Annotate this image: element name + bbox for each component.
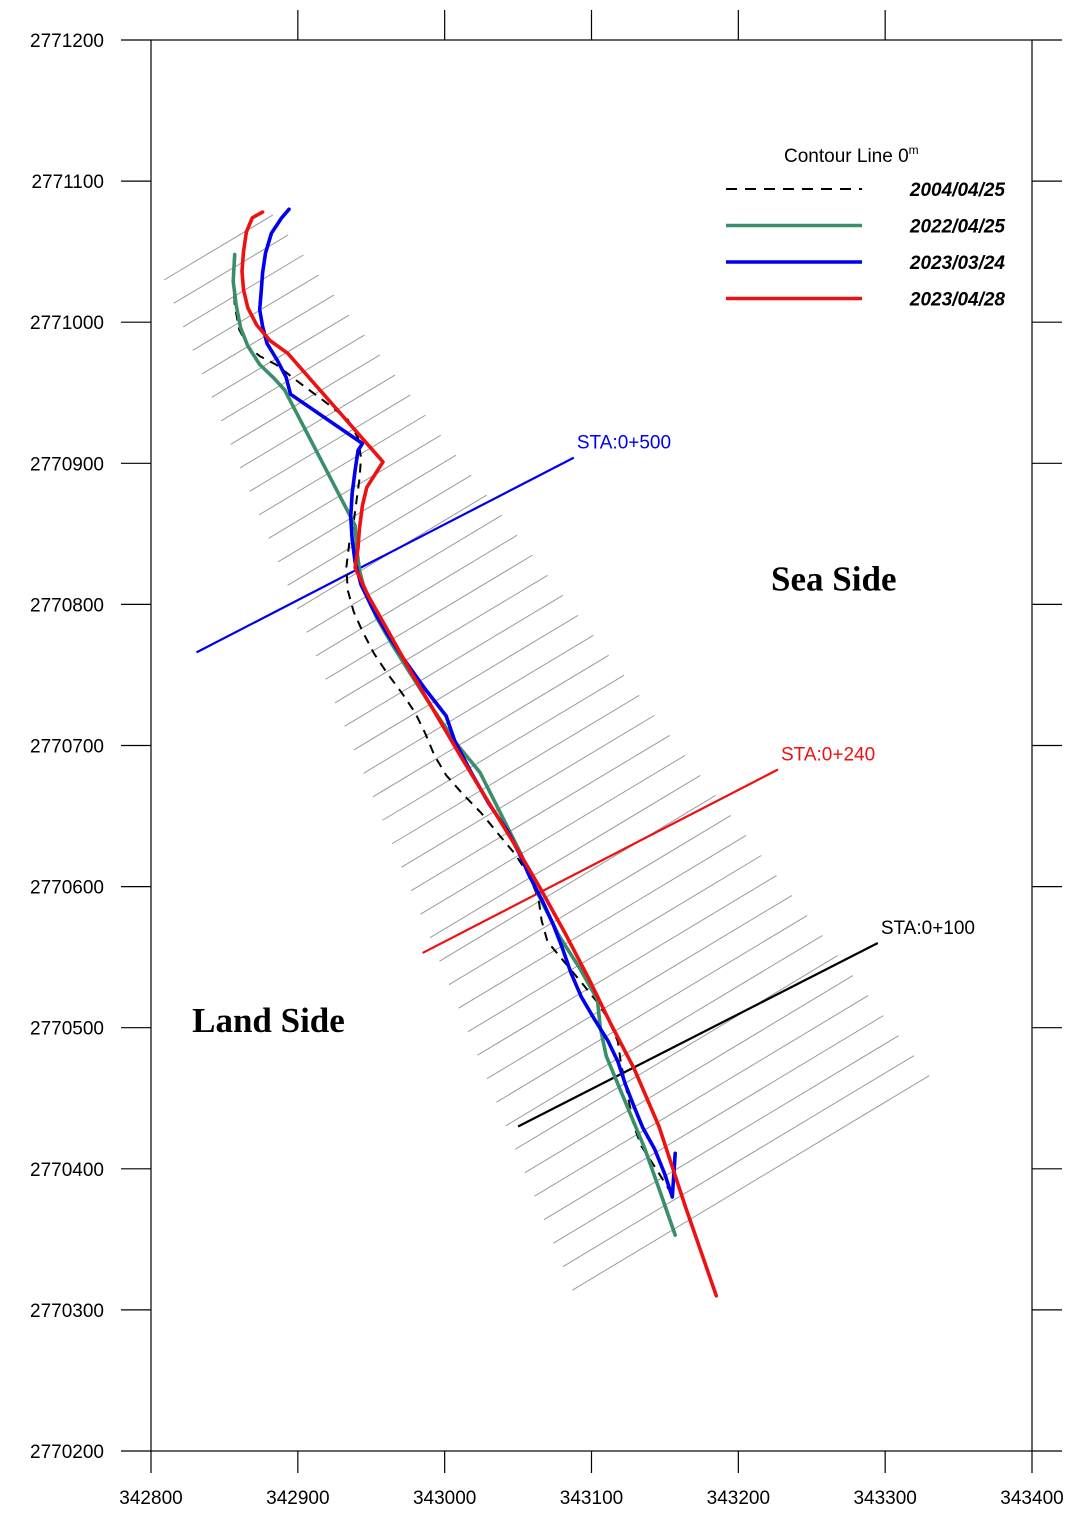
transect-line	[486, 895, 793, 1080]
legend-label: 2023/04/28	[909, 290, 1006, 311]
transect-line	[420, 754, 686, 915]
side-label: Land Side	[192, 1001, 345, 1040]
transect-line	[448, 815, 732, 986]
transect-line	[439, 795, 716, 962]
transect-line	[325, 554, 533, 680]
transect-line	[334, 574, 548, 704]
x-tick-label: 343300	[853, 1488, 916, 1509]
transect-line	[363, 634, 594, 774]
transect-line	[230, 354, 380, 445]
transect-line	[477, 875, 777, 1056]
transect-line	[572, 1075, 930, 1291]
transect-lines	[163, 214, 930, 1291]
transect-line	[382, 674, 625, 821]
station-label: STA:0+240	[781, 744, 875, 765]
transect-line	[515, 955, 838, 1150]
transect-line	[562, 1055, 915, 1268]
transect-line	[249, 394, 411, 492]
transect-line	[306, 514, 503, 633]
legend: Contour Line 0m 2004/04/25 2022/04/25 2023/…	[726, 143, 1005, 311]
side-label: Sea Side	[771, 559, 896, 598]
legend-label: 2004/04/25	[909, 180, 1006, 201]
station-line	[422, 768, 779, 954]
x-tick-label: 343100	[560, 1488, 623, 1509]
series-line	[240, 210, 719, 1298]
y-tick-label: 2770200	[30, 1442, 104, 1463]
x-tick-label: 342900	[266, 1488, 329, 1509]
x-tick-label: 343000	[413, 1488, 476, 1509]
transect-line	[192, 274, 319, 351]
legend-label: 2022/04/25	[909, 217, 1006, 238]
x-tick-label: 343400	[1000, 1488, 1063, 1509]
legend-title-superscript: m	[909, 143, 919, 157]
y-tick-label: 2771200	[30, 31, 104, 52]
transect-line	[534, 995, 869, 1197]
legend-title: Contour Line 0m	[784, 143, 919, 167]
transect-line	[163, 214, 274, 281]
transect-line	[543, 1015, 884, 1221]
station-label: STA:0+100	[881, 918, 975, 939]
side-annotations: Sea Side Land Side	[192, 559, 896, 1040]
station-label: STA:0+500	[577, 433, 671, 454]
legend-label: 2023/03/24	[909, 253, 1006, 274]
transect-line	[239, 374, 396, 469]
station-line	[517, 942, 879, 1128]
transect-line	[353, 614, 579, 751]
y-tick-label: 2770700	[30, 737, 104, 758]
x-tick-label: 342800	[119, 1488, 182, 1509]
y-tick-label: 2770300	[30, 1301, 104, 1322]
contour-series	[231, 207, 719, 1298]
station-line	[196, 456, 575, 654]
axis-ticks: 342800 342900 343000 343100 343200 343300 3434…	[30, 10, 1064, 1509]
station-lines: STA:0+500 STA:0+240 STA:0+100	[196, 433, 975, 1128]
transect-line	[220, 334, 365, 422]
y-tick-label: 2771100	[31, 172, 104, 193]
transect-line	[315, 534, 518, 657]
transect-line	[505, 935, 823, 1127]
y-tick-label: 2770900	[30, 454, 104, 475]
transect-line	[344, 594, 564, 727]
y-tick-label: 2770500	[30, 1019, 104, 1040]
transect-line	[372, 654, 609, 798]
y-tick-label: 2770400	[30, 1160, 104, 1181]
y-tick-label: 2770800	[30, 595, 104, 616]
transect-line	[401, 714, 655, 868]
transect-line	[496, 915, 808, 1103]
y-tick-label: 2771000	[30, 313, 104, 334]
transect-line	[277, 454, 457, 563]
transect-line	[258, 414, 426, 516]
transect-line	[287, 474, 472, 586]
transect-line	[429, 774, 701, 939]
x-tick-label: 343200	[707, 1488, 770, 1509]
transect-line	[391, 694, 640, 845]
transect-line	[211, 314, 350, 398]
y-tick-label: 2770600	[30, 878, 104, 899]
transect-line	[458, 835, 747, 1009]
transect-line	[410, 734, 670, 892]
transect-line	[524, 975, 854, 1174]
transect-line	[467, 855, 762, 1033]
transect-line	[553, 1035, 899, 1244]
transect-line	[201, 294, 335, 375]
